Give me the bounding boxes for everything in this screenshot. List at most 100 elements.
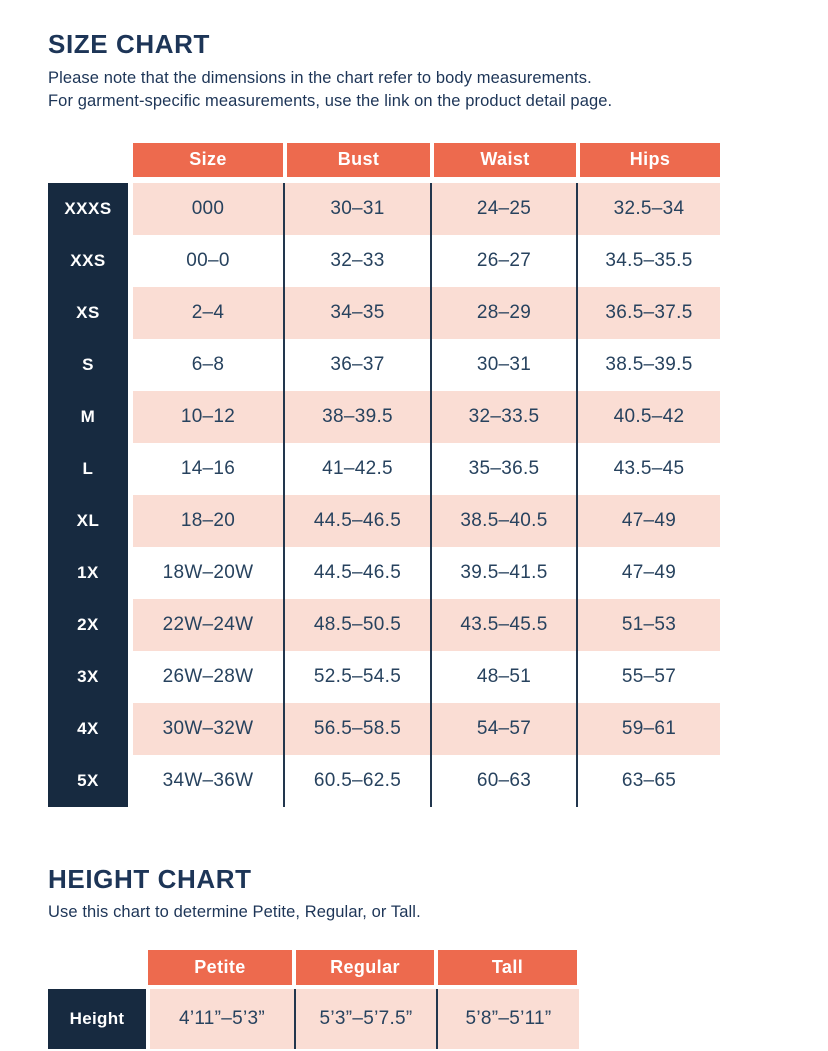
- size-cell: 2–4: [133, 286, 283, 339]
- size-table-row: XS 2–4 34–35 28–29 36.5–37.5: [48, 286, 780, 339]
- size-row-gap: [128, 598, 133, 651]
- size-row-gap: [128, 286, 133, 339]
- size-row-label: 1X: [48, 546, 128, 599]
- size-row-label: 5X: [48, 754, 128, 807]
- size-cell: 28–29: [430, 286, 576, 339]
- size-row-gap: [128, 494, 133, 547]
- height-cell: 5’8”–5’11”: [436, 989, 579, 1050]
- size-chart-subtitle-line2: For garment-specific measurements, use t…: [48, 91, 613, 110]
- height-table-header: Petite Regular Tall: [148, 950, 780, 986]
- size-table-header: Size Bust Waist Hips: [133, 142, 780, 177]
- size-row-label: 4X: [48, 702, 128, 755]
- size-cell: 41–42.5: [283, 442, 430, 495]
- size-cell: 36.5–37.5: [576, 286, 720, 339]
- size-table-row: 4X 30W–32W 56.5–58.5 54–57 59–61: [48, 702, 780, 755]
- height-chart-section: HEIGHT CHART Use this chart to determine…: [48, 864, 780, 1050]
- size-cell: 52.5–54.5: [283, 650, 430, 703]
- size-table-row: S 6–8 36–37 30–31 38.5–39.5: [48, 338, 780, 391]
- size-cell: 44.5–46.5: [283, 546, 430, 599]
- size-cell: 38–39.5: [283, 390, 430, 443]
- size-row-gap: [128, 338, 133, 391]
- size-cell: 54–57: [430, 702, 576, 755]
- size-row-gap: [128, 650, 133, 703]
- size-cell: 30W–32W: [133, 702, 283, 755]
- size-cell: 39.5–41.5: [430, 546, 576, 599]
- height-column-header-petite: Petite: [148, 950, 292, 986]
- size-cell: 43.5–45: [576, 442, 720, 495]
- size-chart-title: SIZE CHART: [48, 29, 210, 59]
- size-row-gap: [128, 546, 133, 599]
- size-row-gap: [128, 702, 133, 755]
- height-table-row: Height 4’11”–5’3” 5’3”–5’7.5” 5’8”–5’11”: [48, 989, 780, 1050]
- size-table-row: 1X 18W–20W 44.5–46.5 39.5–41.5 47–49: [48, 546, 780, 599]
- size-table-row: 5X 34W–36W 60.5–62.5 60–63 63–65: [48, 754, 780, 807]
- size-cell: 30–31: [283, 182, 430, 235]
- size-cell: 14–16: [133, 442, 283, 495]
- size-cell: 35–36.5: [430, 442, 576, 495]
- size-row-label: L: [48, 442, 128, 495]
- size-cell: 51–53: [576, 598, 720, 651]
- size-table-row: M 10–12 38–39.5 32–33.5 40.5–42: [48, 390, 780, 443]
- size-table-row: 2X 22W–24W 48.5–50.5 43.5–45.5 51–53: [48, 598, 780, 651]
- size-row-label: S: [48, 338, 128, 391]
- size-table-row: XL 18–20 44.5–46.5 38.5–40.5 47–49: [48, 494, 780, 547]
- size-cell: 36–37: [283, 338, 430, 391]
- size-cell: 000: [133, 182, 283, 235]
- size-column-header-waist: Waist: [430, 142, 576, 177]
- size-column-header-bust: Bust: [283, 142, 430, 177]
- size-row-label: XS: [48, 286, 128, 339]
- size-table-body: XXXS 000 30–31 24–25 32.5–34 XXS 00–0 32–33 26–2…: [48, 182, 780, 807]
- size-cell: 10–12: [133, 390, 283, 443]
- size-column-header-hips: Hips: [576, 142, 720, 177]
- size-cell: 60.5–62.5: [283, 754, 430, 807]
- size-chart-subtitle-line1: Please note that the dimensions in the c…: [48, 68, 592, 87]
- size-row-label: M: [48, 390, 128, 443]
- height-column-header-regular: Regular: [292, 950, 434, 986]
- size-cell: 32–33: [283, 234, 430, 287]
- size-row-gap: [128, 182, 133, 235]
- size-cell: 59–61: [576, 702, 720, 755]
- size-table: Size Bust Waist Hips XXXS 000 30–31 24–25 32.5–…: [48, 142, 780, 807]
- size-row-label: 2X: [48, 598, 128, 651]
- size-cell: 22W–24W: [133, 598, 283, 651]
- size-cell: 40.5–42: [576, 390, 720, 443]
- height-cell: 5’3”–5’7.5”: [294, 989, 436, 1050]
- size-row-label: 3X: [48, 650, 128, 703]
- size-cell: 34–35: [283, 286, 430, 339]
- size-row-label: XL: [48, 494, 128, 547]
- size-cell: 00–0: [133, 234, 283, 287]
- size-cell: 26–27: [430, 234, 576, 287]
- size-row-gap: [128, 442, 133, 495]
- size-column-header-size: Size: [133, 142, 283, 177]
- size-row-label: XXS: [48, 234, 128, 287]
- size-table-row: 3X 26W–28W 52.5–54.5 48–51 55–57: [48, 650, 780, 703]
- size-cell: 43.5–45.5: [430, 598, 576, 651]
- size-chart-subtitle: Please note that the dimensions in the c…: [48, 67, 780, 113]
- height-column-header-tall: Tall: [434, 950, 577, 986]
- size-row-gap: [128, 390, 133, 443]
- size-cell: 18W–20W: [133, 546, 283, 599]
- size-table-row: XXXS 000 30–31 24–25 32.5–34: [48, 182, 780, 235]
- size-cell: 38.5–39.5: [576, 338, 720, 391]
- size-cell: 63–65: [576, 754, 720, 807]
- size-table-row: XXS 00–0 32–33 26–27 34.5–35.5: [48, 234, 780, 287]
- size-cell: 32–33.5: [430, 390, 576, 443]
- size-cell: 30–31: [430, 338, 576, 391]
- size-cell: 47–49: [576, 546, 720, 599]
- size-cell: 47–49: [576, 494, 720, 547]
- size-cell: 48–51: [430, 650, 576, 703]
- height-table: Petite Regular Tall Height 4’11”–5’3” 5’3”–…: [48, 950, 780, 1050]
- size-cell: 34W–36W: [133, 754, 283, 807]
- size-row-gap: [128, 754, 133, 807]
- size-cell: 34.5–35.5: [576, 234, 720, 287]
- size-row-label: XXXS: [48, 182, 128, 235]
- size-cell: 26W–28W: [133, 650, 283, 703]
- size-cell: 6–8: [133, 338, 283, 391]
- height-row-gap: [146, 989, 150, 1050]
- size-cell: 24–25: [430, 182, 576, 235]
- height-cell: 4’11”–5’3”: [150, 989, 294, 1050]
- size-row-gap: [128, 234, 133, 287]
- size-cell: 32.5–34: [576, 182, 720, 235]
- size-cell: 55–57: [576, 650, 720, 703]
